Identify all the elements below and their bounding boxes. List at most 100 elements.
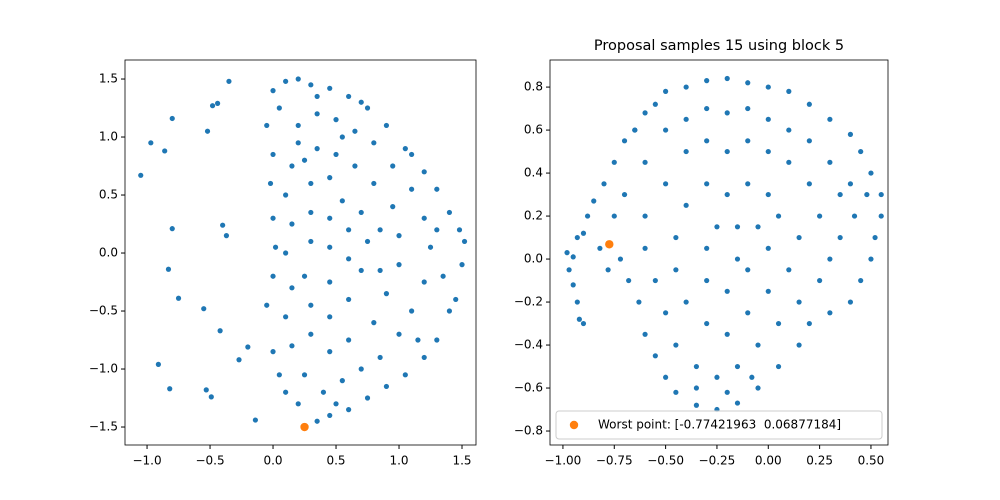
sample-point <box>683 84 689 90</box>
sample-point <box>611 213 617 219</box>
worst-point <box>300 422 309 432</box>
sample-point <box>308 180 314 187</box>
sample-point <box>663 374 669 380</box>
axes-frame <box>124 59 477 446</box>
sample-point <box>775 213 782 219</box>
sample-point <box>358 267 364 274</box>
y-tick-label: 0.5 <box>99 188 118 202</box>
sample-point <box>704 320 710 327</box>
x-tick-label: 0.50 <box>858 454 885 468</box>
sample-point <box>872 234 878 241</box>
sample-point <box>371 140 377 146</box>
sample-point <box>301 372 308 378</box>
sample-point <box>574 234 580 241</box>
sample-point <box>339 134 345 140</box>
sample-point <box>765 245 771 251</box>
sample-point <box>203 387 209 393</box>
sample-point <box>264 122 270 129</box>
sample-point <box>683 148 689 155</box>
sample-point <box>817 213 823 219</box>
sample-point <box>806 138 812 144</box>
sample-point <box>775 363 782 370</box>
sample-point <box>409 186 415 192</box>
y-tick-label: −0.6 <box>514 381 543 395</box>
sample-point <box>858 148 864 155</box>
sample-point <box>434 337 440 343</box>
sample-point <box>847 299 854 305</box>
x-tick-label: −0.75 <box>596 454 633 468</box>
sample-point <box>295 140 301 146</box>
sample-point <box>308 331 314 337</box>
sample-point <box>755 385 761 391</box>
x-tick-label: −0.25 <box>699 454 736 468</box>
sample-point <box>459 262 465 268</box>
sample-point <box>642 213 648 219</box>
sample-point <box>327 244 333 250</box>
sample-point <box>663 127 669 133</box>
sample-point <box>570 282 576 288</box>
legend <box>555 410 883 440</box>
sample-point <box>314 418 320 424</box>
sample-point <box>421 215 427 221</box>
sample-point <box>314 93 320 100</box>
sample-point <box>272 244 279 250</box>
sample-point <box>204 128 211 134</box>
sample-point <box>346 296 352 303</box>
sample-point <box>601 181 607 187</box>
sample-point <box>605 267 611 273</box>
sample-point <box>673 389 679 395</box>
sample-point <box>226 78 232 84</box>
sample-point <box>796 234 802 241</box>
sample-point <box>745 105 751 112</box>
sample-point <box>421 354 427 361</box>
sample-point <box>245 344 251 350</box>
sample-point <box>162 148 168 154</box>
sample-point <box>148 140 154 146</box>
sample-point <box>217 328 223 334</box>
sample-point <box>827 310 833 316</box>
sample-point <box>734 363 741 370</box>
sample-point <box>339 378 345 384</box>
sample-point <box>320 389 327 395</box>
sample-point <box>346 227 352 233</box>
sample-point <box>446 209 453 216</box>
x-tick-label: −0.50 <box>647 454 684 468</box>
sample-point <box>724 110 730 116</box>
sample-point <box>434 227 440 233</box>
sample-point <box>704 78 710 84</box>
x-tick-label: −1.00 <box>545 454 582 468</box>
sample-point <box>796 299 802 305</box>
sample-point <box>289 343 295 349</box>
sample-point <box>446 308 453 314</box>
sample-point <box>724 148 730 155</box>
sample-point <box>652 277 658 284</box>
sample-point <box>327 279 333 285</box>
sample-point <box>591 198 597 204</box>
sample-point <box>837 191 843 198</box>
sample-point <box>364 238 371 245</box>
y-tick-label: 1.5 <box>99 72 118 86</box>
sample-point <box>295 401 301 407</box>
sample-point <box>295 76 301 82</box>
sample-point <box>308 209 314 216</box>
sample-point <box>155 361 161 367</box>
sample-point <box>796 342 802 348</box>
sample-point <box>673 267 679 273</box>
sample-point <box>765 148 771 155</box>
sample-point <box>396 233 402 239</box>
sample-point <box>327 85 333 91</box>
sample-point <box>786 159 792 165</box>
sample-point <box>878 213 884 219</box>
x-tick-label: 0.5 <box>326 454 345 468</box>
sample-point <box>786 88 792 94</box>
sample-point <box>724 389 730 395</box>
sample-point <box>786 127 792 133</box>
x-tick-label: 1.0 <box>389 454 408 468</box>
sample-point <box>383 122 390 129</box>
sample-point <box>333 401 339 407</box>
sample-point <box>270 215 276 221</box>
sample-point <box>755 342 761 348</box>
sample-point <box>453 296 459 303</box>
sample-point <box>806 101 812 107</box>
y-tick-label: −0.5 <box>89 304 118 318</box>
